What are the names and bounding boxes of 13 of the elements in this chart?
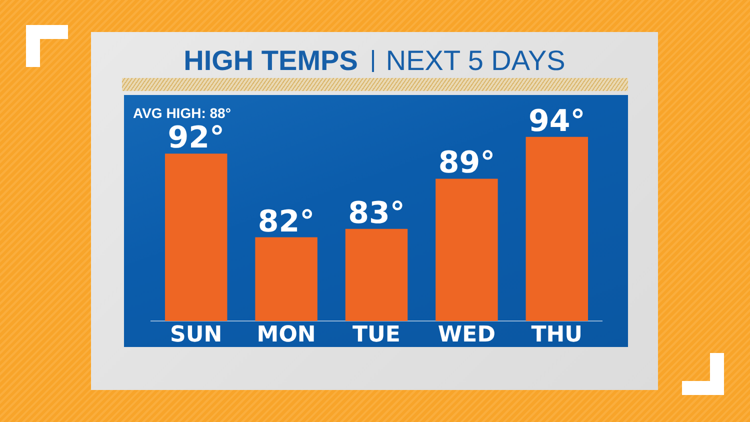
x-tick-label: SUN	[170, 322, 222, 348]
x-tick-label: WED	[438, 322, 496, 348]
chart-title: HIGH TEMPS	[184, 45, 358, 76]
data-label: 94°	[528, 104, 586, 139]
x-tick-label: THU	[531, 322, 583, 348]
chart-subtitle: NEXT 5 DAYS	[386, 45, 566, 76]
x-tick-label: TUE	[352, 322, 400, 348]
data-label: 92°	[168, 120, 224, 156]
annotation: AVG HIGH: 88°	[133, 105, 231, 121]
data-label: 89°	[438, 146, 496, 181]
data-label: 83°	[348, 196, 405, 231]
x-tick-label: MON	[256, 322, 316, 348]
data-label: 82°	[258, 204, 315, 240]
